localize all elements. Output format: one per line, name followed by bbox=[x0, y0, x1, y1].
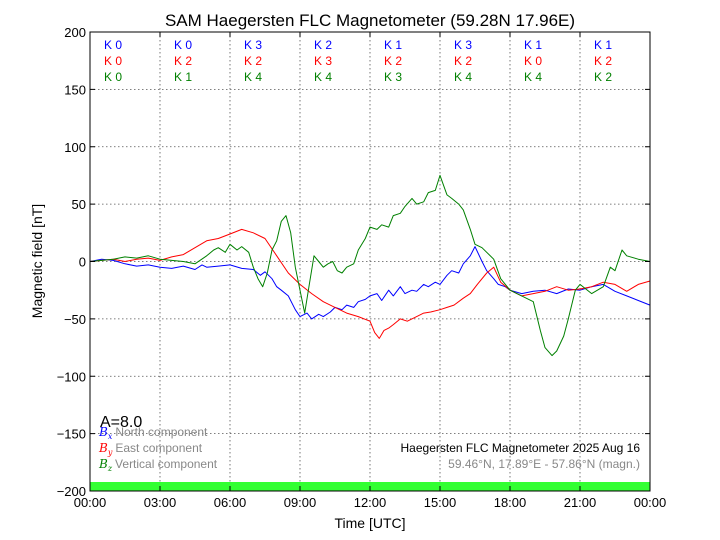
x-tick-label: 15:00 bbox=[424, 495, 457, 510]
x-tick-label: 21:00 bbox=[564, 495, 597, 510]
k-index-label: K 0 bbox=[104, 38, 122, 52]
coords-caption: 59.46°N, 17.89°E - 57.86°N (magn.) bbox=[448, 457, 640, 471]
k-index-label: K 1 bbox=[174, 70, 192, 84]
x-tick-label: 03:00 bbox=[144, 495, 177, 510]
k-index-label: K 2 bbox=[454, 54, 472, 68]
k-index-label: K 1 bbox=[594, 38, 612, 52]
y-tick-label: 100 bbox=[64, 140, 86, 155]
grid-lines bbox=[90, 32, 650, 491]
k-index-label: K 0 bbox=[104, 54, 122, 68]
k-index-label: K 1 bbox=[524, 38, 542, 52]
x-tick-label: 18:00 bbox=[494, 495, 527, 510]
station-caption: Haegersten FLC Magnetometer 2025 Aug 16 bbox=[401, 441, 641, 455]
legend-subscript: y bbox=[107, 448, 113, 457]
a-index-label: A=8.0 bbox=[100, 414, 142, 431]
x-tick-label: 09:00 bbox=[284, 495, 317, 510]
series-lines bbox=[89, 174, 651, 357]
series-line-vertical-component bbox=[89, 174, 651, 357]
k-index-label: K 3 bbox=[454, 38, 472, 52]
series-line-east-component bbox=[89, 228, 651, 339]
k-index-label: K 2 bbox=[594, 54, 612, 68]
x-tick-label: 12:00 bbox=[354, 495, 387, 510]
y-tick-label: −100 bbox=[57, 369, 86, 384]
legend-symbol: B bbox=[98, 441, 108, 455]
k-index-label: K 2 bbox=[594, 70, 612, 84]
legend-entry: Bz Vertical component bbox=[98, 457, 218, 473]
k-index-label: K 1 bbox=[384, 38, 402, 52]
legend-symbol: B bbox=[98, 457, 108, 471]
k-index-label: K 4 bbox=[454, 70, 472, 84]
y-axis-label: Magnetic field [nT] bbox=[29, 204, 45, 318]
k-index-label: K 2 bbox=[244, 54, 262, 68]
y-tick-label: −200 bbox=[57, 484, 86, 499]
x-tick-label: 06:00 bbox=[214, 495, 247, 510]
x-tick-label: 00:00 bbox=[74, 495, 107, 510]
legend-entry: Bx North component bbox=[98, 425, 208, 441]
y-tick-label: −50 bbox=[64, 312, 86, 327]
y-tick-label: −150 bbox=[57, 427, 86, 442]
x-axis-label: Time [UTC] bbox=[334, 515, 405, 531]
k-index-labels: K 0 K 0 K 3 K 2 K 1 K 3 K 1 K 1 K 0 K 2 K 2 K 3 K 2 K… bbox=[104, 38, 612, 84]
legend-label: East component bbox=[115, 441, 202, 455]
k-index-label: K 0 bbox=[174, 38, 192, 52]
legend-entry: By East component bbox=[98, 441, 203, 457]
y-tick-label: 50 bbox=[72, 197, 86, 212]
axis-ticks: 00:00 03:00 06:00 09:00 12:00 15:00 18:00 21:00… bbox=[57, 25, 667, 510]
k-index-label: K 2 bbox=[314, 38, 332, 52]
k-index-label: K 4 bbox=[524, 70, 542, 84]
k-index-label: K 3 bbox=[314, 54, 332, 68]
k-index-label: K 3 bbox=[244, 38, 262, 52]
legend-symbol: B bbox=[98, 425, 108, 439]
legend-label: Vertical component bbox=[115, 457, 218, 471]
k-index-label: K 4 bbox=[244, 70, 262, 84]
k-index-label: K 2 bbox=[384, 54, 402, 68]
k-index-label: K 4 bbox=[314, 70, 332, 84]
k-index-label: K 3 bbox=[384, 70, 402, 84]
k-index-label: K 0 bbox=[524, 54, 542, 68]
k-index-label: K 2 bbox=[174, 54, 192, 68]
y-tick-label: 200 bbox=[64, 25, 86, 40]
y-tick-label: 0 bbox=[79, 255, 86, 270]
chart-title: SAM Haegersten FLC Magnetometer (59.28N … bbox=[165, 11, 575, 30]
legend-subscript: x bbox=[108, 432, 113, 441]
y-tick-label: 150 bbox=[64, 82, 86, 97]
legend-label: North component bbox=[115, 425, 208, 439]
k-index-label: K 0 bbox=[104, 70, 122, 84]
legend-subscript: z bbox=[107, 464, 113, 473]
x-tick-label: 00:00 bbox=[634, 495, 667, 510]
